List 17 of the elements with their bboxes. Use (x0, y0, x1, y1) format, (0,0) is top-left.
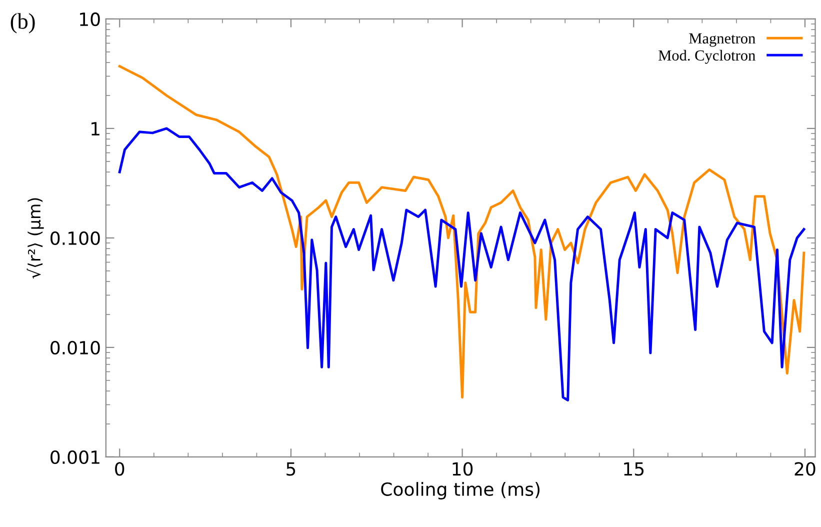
line-series (118, 127, 806, 402)
x-tick-label: 10 (452, 462, 473, 476)
x-axis-title: Cooling time (ms) (381, 482, 540, 500)
x-tick-label: 0 (115, 462, 124, 476)
legend-label: Mod. Cyclotron (658, 50, 756, 64)
x-tick-label: 20 (794, 462, 816, 476)
y-axis-title: √⟨r²⟩ (μm) (26, 198, 44, 279)
y-tick-label: 1 (92, 122, 100, 136)
y-tick-label: 0.010 (50, 340, 100, 355)
y-tick-label: 10 (80, 12, 100, 26)
y-tick-label: 0.100 (50, 231, 100, 246)
x-tick-label: 5 (286, 462, 296, 476)
line-series (118, 64, 806, 399)
legend-label: Magnetron (689, 33, 756, 47)
text: (b) (10, 13, 35, 34)
x-tick-label: 15 (624, 462, 644, 476)
y-tick-label: 0.001 (50, 450, 100, 464)
